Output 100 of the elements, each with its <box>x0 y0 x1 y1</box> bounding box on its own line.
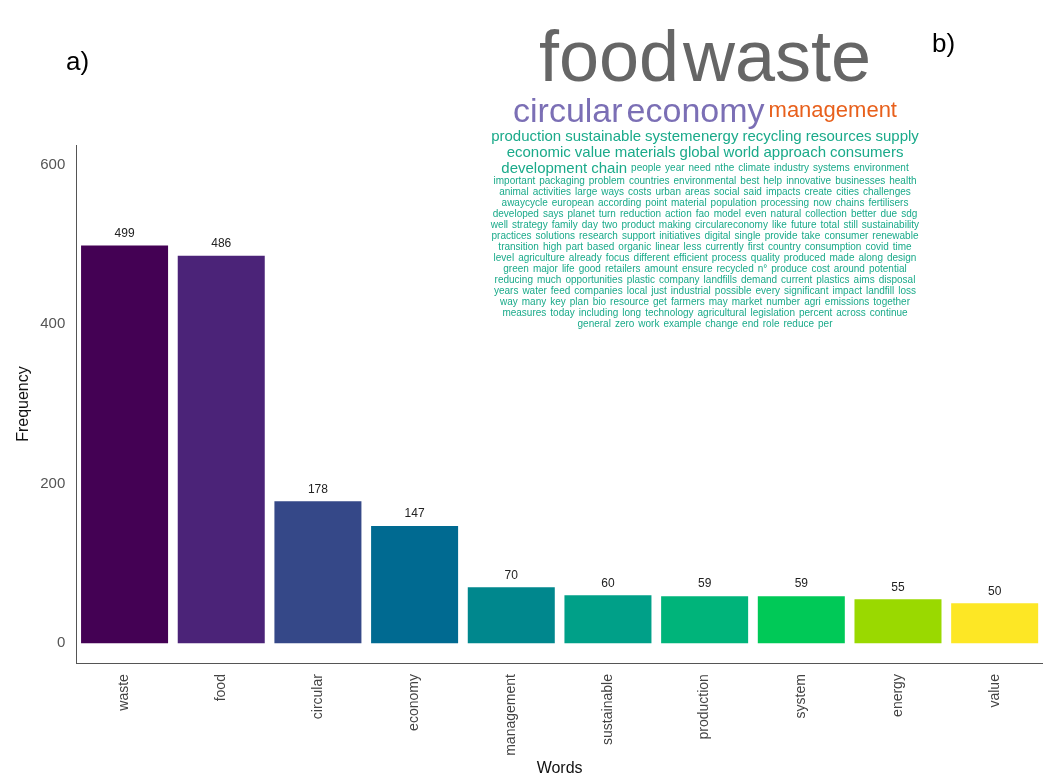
category-label: european <box>551 197 594 208</box>
category-label: challenges <box>863 186 911 197</box>
category-label: design <box>886 252 917 263</box>
category-label: materials <box>614 143 676 160</box>
data-label: 486 <box>211 236 232 251</box>
category-label: fao <box>695 208 710 219</box>
category-label: percent <box>798 307 833 318</box>
category-label: systemenergy <box>645 127 739 144</box>
category-label: two <box>601 219 618 230</box>
category-label: process <box>711 252 747 263</box>
category-label: renewable <box>872 230 919 241</box>
category-label: produced <box>783 252 826 263</box>
category-label: across <box>836 307 866 318</box>
category-label: agri <box>804 296 821 307</box>
category-label: water <box>522 285 547 296</box>
category-label: agricultural <box>697 307 747 318</box>
category-label: farmers <box>670 296 705 307</box>
category-label: disposal <box>878 274 916 285</box>
category-label: developed <box>492 208 539 219</box>
category-label: together <box>873 296 911 307</box>
category-label: made <box>829 252 855 263</box>
category-label: high <box>542 241 562 252</box>
category-label: areas <box>684 186 710 197</box>
category-label: plastic <box>626 274 655 285</box>
category-label: many <box>521 296 547 307</box>
category-label: people <box>631 161 662 173</box>
category-label: point <box>645 197 668 208</box>
category-label: currently <box>705 241 744 252</box>
x-tick-label: management <box>502 673 519 756</box>
category-label: world <box>723 143 760 160</box>
category-label: much <box>536 274 562 285</box>
category-label: linear <box>655 241 680 252</box>
x-tick-label: energy <box>888 674 905 717</box>
category-label: end <box>742 318 759 329</box>
category-label: per <box>818 318 833 329</box>
category-label: measures <box>502 307 547 318</box>
y-tick-label: 600 <box>40 155 66 173</box>
category-label: landfill <box>865 285 895 296</box>
category-label: resources <box>805 127 872 144</box>
category-label: technology <box>645 307 694 318</box>
category-label: support <box>621 230 656 241</box>
x-tick-label: sustainable <box>598 673 615 745</box>
category-label: first <box>747 241 764 252</box>
category-label: key <box>550 296 566 307</box>
category-label: cost <box>811 263 830 274</box>
category-label: life <box>561 263 575 274</box>
category-label: including <box>578 307 619 318</box>
x-tick-label: economy <box>405 674 422 731</box>
data-label: 59 <box>697 576 712 591</box>
category-label: nthe <box>714 161 735 173</box>
category-label: development <box>501 159 588 176</box>
category-label: cities <box>836 186 859 197</box>
category-label: legislation <box>750 307 795 318</box>
category-label: environmental <box>673 175 737 186</box>
category-label: making <box>658 219 692 230</box>
x-tick-label: system <box>792 674 809 719</box>
category-label: turn <box>598 208 616 219</box>
category-label: systems <box>812 161 850 173</box>
bar <box>757 596 845 644</box>
category-label: problem <box>588 175 625 186</box>
category-label: consumer <box>824 230 869 241</box>
category-label: natural <box>770 208 802 219</box>
y-tick-label: 400 <box>40 314 66 332</box>
category-label: initiatives <box>659 230 701 241</box>
category-label: research <box>579 230 618 241</box>
category-label: urban <box>655 186 681 197</box>
category-label: well <box>490 219 509 230</box>
category-label: supply <box>875 127 919 144</box>
category-label: agriculture <box>518 252 565 263</box>
category-label: covid <box>865 241 889 252</box>
category-label: global <box>679 143 720 160</box>
category-label: quality <box>750 252 780 263</box>
category-label: circulareconomy <box>695 219 768 230</box>
category-label: social <box>714 186 740 197</box>
category-label: said <box>743 186 762 197</box>
category-label: recycled <box>716 263 754 274</box>
category-label: collection <box>805 208 847 219</box>
category-label: reduce <box>783 318 815 329</box>
category-label: take <box>801 230 821 241</box>
x-axis-title: Words <box>536 758 583 776</box>
category-label: due <box>880 208 898 219</box>
category-label: waste <box>683 16 872 96</box>
category-label: population <box>710 197 757 208</box>
category-label: fertilisers <box>868 197 909 208</box>
category-label: demand <box>740 274 778 285</box>
category-label: sdg <box>901 208 918 219</box>
category-label: landfills <box>703 274 737 285</box>
y-tick-label: 200 <box>40 473 66 491</box>
bar <box>274 501 362 644</box>
category-label: impacts <box>765 186 801 197</box>
category-label: possible <box>714 285 752 296</box>
category-label: may <box>708 296 728 307</box>
category-label: innovative <box>786 175 832 186</box>
category-label: feed <box>550 285 571 296</box>
category-label: action <box>665 208 692 219</box>
data-label: 499 <box>114 225 135 240</box>
category-label: emissions <box>824 296 870 307</box>
category-label: need <box>688 161 711 173</box>
data-label: 60 <box>601 575 615 590</box>
category-label: different <box>633 252 670 263</box>
